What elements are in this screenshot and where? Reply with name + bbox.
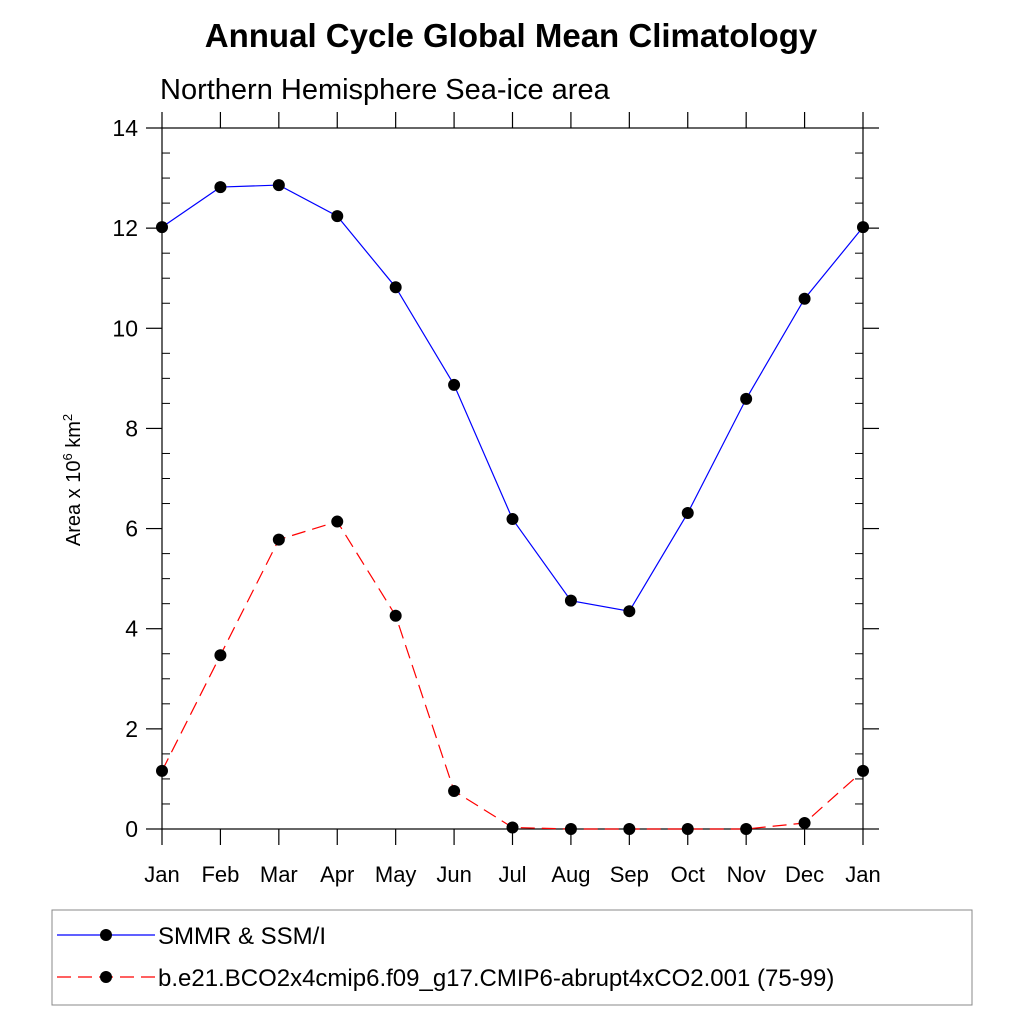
x-tick-label: Aug: [551, 862, 590, 887]
data-point: [623, 823, 636, 835]
data-point: [623, 605, 636, 618]
y-tick-label: 10: [112, 315, 138, 341]
y-axis-label: Area x 106 km2: [60, 414, 85, 546]
legend-box: [51, 909, 973, 1006]
x-tick-label: Oct: [671, 862, 705, 887]
data-point: [506, 513, 519, 526]
data-point: [448, 784, 461, 797]
x-axis-tick-labels: Jan Feb Mar Apr May Jun Jul Aug Sep Oct Nov Dec Jan: [144, 862, 880, 887]
data-point: [798, 816, 811, 829]
legend-marker: [100, 971, 112, 983]
y-tick-label: 12: [112, 215, 138, 241]
legend-label: b.e21.BCO2x4cmip6.f09_g17.CMIP6-abrupt4x…: [158, 965, 834, 992]
legend-item-1: SMMR & SSM/I: [57, 923, 326, 950]
x-tick-label: Mar: [260, 862, 298, 887]
data-point: [681, 823, 694, 835]
y-tick-label: 14: [112, 115, 138, 141]
chart-subtitle: Northern Hemisphere Sea-ice area: [160, 74, 611, 106]
y-tick-label: 2: [125, 716, 138, 742]
series-layer: [156, 179, 869, 835]
data-point: [857, 221, 869, 234]
data-point: [564, 594, 577, 607]
data-point: [156, 764, 168, 777]
data-point: [857, 764, 869, 777]
x-tick-label: Feb: [201, 862, 239, 887]
legend: SMMR & SSM/I b.e21.BCO2x4cmip6.f09_g17.CM…: [57, 923, 834, 992]
data-point: [272, 533, 285, 546]
data-point: [389, 281, 402, 294]
series-1: [156, 179, 869, 618]
chart-title: Annual Cycle Global Mean Climatology: [205, 17, 818, 54]
y-tick-label: 8: [125, 415, 138, 441]
data-point: [331, 515, 344, 528]
data-point: [214, 181, 227, 194]
data-point: [506, 821, 519, 834]
data-point: [156, 221, 168, 234]
data-point: [272, 179, 285, 192]
legend-item-2: b.e21.BCO2x4cmip6.f09_g17.CMIP6-abrupt4x…: [57, 965, 834, 992]
x-tick-label: May: [375, 862, 417, 887]
y-tick-label: 4: [125, 616, 138, 642]
series-line-2: [161, 520, 864, 830]
series-line-1: [161, 184, 864, 612]
y-tick-label: 0: [125, 816, 138, 842]
plot-frame: [161, 127, 864, 830]
x-tick-label: Nov: [727, 862, 766, 887]
x-tick-label: Jul: [498, 862, 526, 887]
x-tick-label: Sep: [610, 862, 649, 887]
data-point: [214, 649, 227, 662]
data-point: [389, 609, 402, 622]
data-point: [740, 392, 753, 405]
legend-marker: [100, 929, 112, 941]
x-tick-label: Jan: [144, 862, 179, 887]
data-point: [681, 507, 694, 520]
series-2: [156, 515, 869, 835]
x-tick-label: Jan: [845, 862, 880, 887]
legend-label: SMMR & SSM/I: [158, 923, 326, 950]
data-point: [740, 823, 753, 835]
data-point: [798, 292, 811, 305]
data-point: [448, 378, 461, 391]
x-tick-label: Dec: [785, 862, 824, 887]
x-tick-label: Jun: [436, 862, 471, 887]
data-point: [331, 210, 344, 223]
axis-ticks: [146, 112, 879, 845]
x-tick-label: Apr: [320, 862, 354, 887]
y-axis-tick-labels: 0 2 4 6 8 10 12 14: [112, 115, 138, 842]
y-tick-label: 6: [125, 516, 138, 542]
data-point: [564, 823, 577, 835]
